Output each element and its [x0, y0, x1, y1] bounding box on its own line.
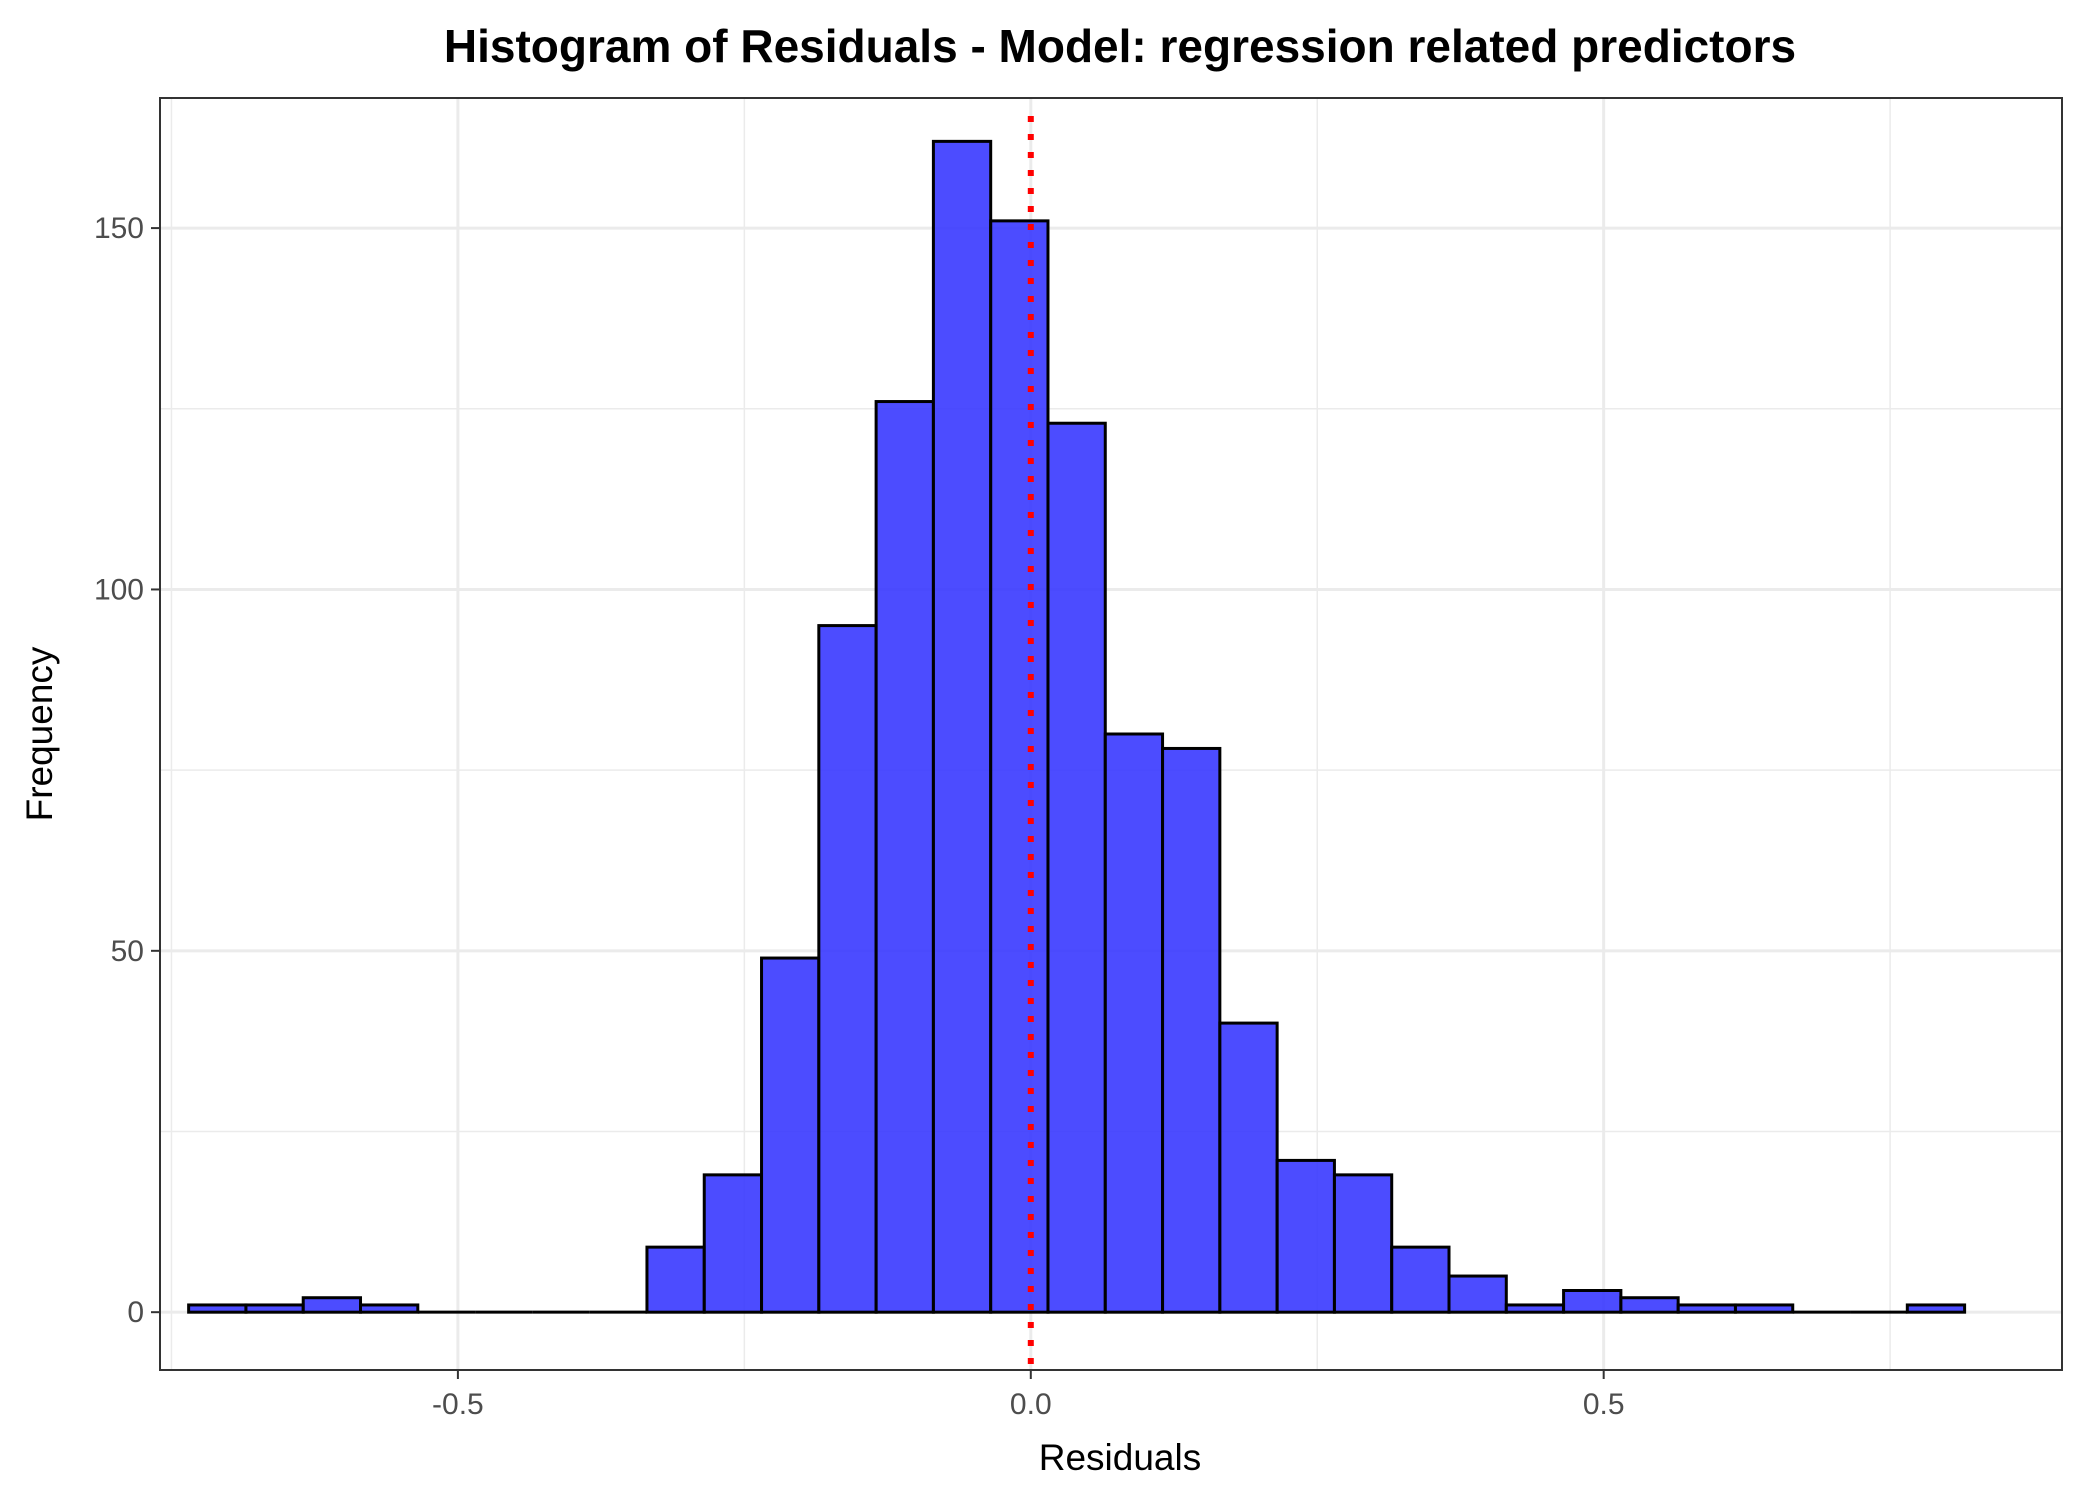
y-tick-label: 100	[94, 573, 144, 606]
histogram-bar	[1275, 1158, 1336, 1314]
histogram-bars	[187, 139, 1967, 1314]
histogram-bar	[817, 624, 878, 1314]
histogram-bar	[244, 1303, 305, 1314]
histogram-bar	[1733, 1303, 1795, 1314]
x-axis: -0.5 0.0 0.5	[432, 1370, 1625, 1421]
histogram-bar	[1390, 1245, 1451, 1314]
x-tick-label: 0.0	[1010, 1388, 1052, 1421]
histogram-bar	[1562, 1289, 1623, 1314]
histogram-bar	[1046, 421, 1107, 1314]
histogram-bar	[702, 1173, 764, 1314]
panel-border	[159, 97, 2063, 1371]
histogram-bar	[1504, 1303, 1566, 1314]
y-tick-label: 150	[94, 212, 144, 245]
histogram-bar	[359, 1303, 420, 1314]
chart-title: Histogram of Residuals - Model: regressi…	[444, 20, 1796, 72]
histogram-bar	[1905, 1303, 1967, 1314]
y-tick-label: 0	[127, 1296, 144, 1329]
histogram-bar	[874, 400, 935, 1314]
histogram-bar	[1161, 746, 1222, 1314]
x-tick-label: 0.5	[1583, 1388, 1625, 1421]
histogram-bar	[1676, 1303, 1737, 1314]
histogram-bar	[1332, 1173, 1394, 1314]
y-axis-title: Frequency	[19, 646, 60, 821]
histogram-bar	[931, 139, 993, 1314]
y-tick-label: 50	[111, 935, 144, 968]
x-tick-label: -0.5	[432, 1388, 484, 1421]
histogram-bar	[301, 1296, 363, 1314]
histogram-bar	[760, 956, 821, 1314]
histogram-bar	[1619, 1296, 1680, 1314]
histogram-bar	[1447, 1274, 1508, 1314]
histogram-bar	[645, 1245, 706, 1314]
y-axis: 0 50 100 150	[94, 212, 160, 1329]
histogram-bar	[989, 219, 1050, 1314]
histogram-bar	[1103, 732, 1165, 1314]
x-axis-title: Residuals	[1039, 1437, 1201, 1478]
histogram-bar	[1218, 1021, 1279, 1314]
histogram-bar	[187, 1303, 248, 1314]
